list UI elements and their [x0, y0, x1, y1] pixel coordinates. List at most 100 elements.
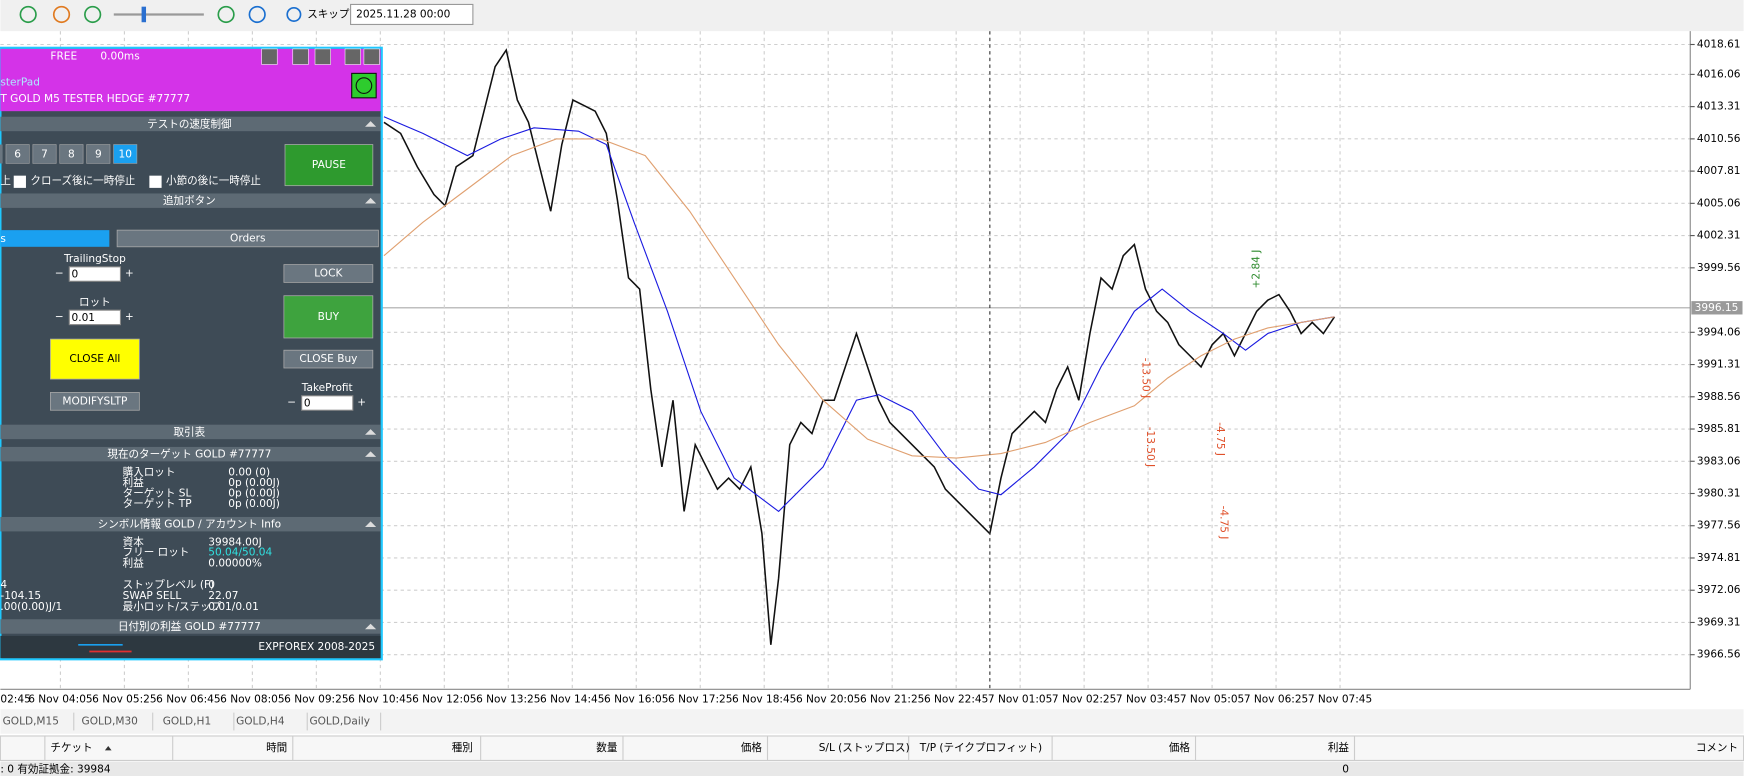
tab[interactable]: GOLD,M30	[82, 716, 139, 728]
column-header[interactable]: 数量	[596, 741, 618, 754]
tab[interactable]: GOLD,H1	[163, 716, 211, 728]
collapse-arrow[interactable]	[365, 121, 377, 127]
minus: −	[287, 396, 296, 408]
section-bar	[0, 446, 381, 462]
column-header[interactable]: S/L (ストップロス)	[819, 742, 910, 754]
button-label: LOCK	[314, 267, 343, 279]
column-header[interactable]: コメント	[1696, 742, 1738, 754]
header-button[interactable]	[344, 48, 361, 65]
label: 0.00 (0)	[228, 466, 270, 478]
column-header[interactable]: 価格	[741, 741, 763, 754]
tab[interactable]: GOLD,Daily	[309, 716, 370, 728]
sort-arrow	[104, 745, 112, 751]
y-tick-label: 4005.06	[1697, 197, 1741, 209]
label: 利益	[123, 557, 145, 570]
slider-thumb[interactable]	[141, 6, 147, 23]
button[interactable]	[283, 349, 374, 369]
button-label: CLOSE Buy	[299, 353, 357, 365]
tab[interactable]: GOLD,H4	[236, 716, 285, 728]
label: ストップレベル (F)	[123, 579, 214, 591]
x-tick-label: 6 Nov 13:25	[476, 693, 540, 705]
price-axis	[1690, 31, 1744, 710]
collapse-arrow[interactable]	[365, 197, 377, 204]
button[interactable]	[283, 264, 374, 283]
date-input[interactable]	[350, 3, 474, 26]
section-bar	[0, 193, 381, 208]
x-tick-label: 6 Nov 04:05	[28, 693, 92, 705]
header-button[interactable]	[314, 48, 331, 65]
column-header[interactable]: 時間	[266, 742, 287, 754]
status-text: : 0 有効証拠金: 39984	[0, 762, 110, 775]
x-tick-label: 6 Nov 17:25	[668, 693, 732, 705]
label: 0	[208, 579, 215, 591]
collapse-arrow[interactable]	[365, 429, 377, 435]
header-button[interactable]	[261, 48, 278, 65]
tab[interactable]: GOLD,M15	[3, 716, 59, 728]
header-button[interactable]	[363, 48, 380, 65]
speed-button[interactable]	[5, 144, 30, 164]
label: TrailingStop	[63, 253, 126, 265]
x-tick-label: 6 Nov 16:05	[604, 693, 668, 705]
toolbar-button[interactable]	[52, 5, 71, 24]
x-tick-label: 7 Nov 02:25	[1052, 693, 1116, 705]
toolbar-button[interactable]	[248, 5, 266, 24]
label: ロット	[79, 296, 111, 308]
button[interactable]	[116, 229, 379, 248]
tab[interactable]	[0, 230, 110, 247]
label: .00(0.00)J/1	[0, 601, 62, 613]
section-title: シンボル情報 GOLD / アカウント Info	[98, 518, 281, 531]
footer-text: EXPFOREX 2008-2025	[258, 641, 375, 653]
label: SWAP SELL	[123, 590, 182, 602]
toolbar-button[interactable]	[217, 5, 235, 24]
x-tick-label: 6 Nov 14:45	[540, 693, 604, 705]
checkbox[interactable]	[149, 175, 162, 188]
plus: +	[125, 311, 134, 323]
y-tick-label: 3983.06	[1697, 455, 1741, 467]
speed-button[interactable]	[86, 144, 111, 164]
section-title: 追加ボタン	[163, 194, 216, 207]
speed-button[interactable]	[113, 144, 138, 164]
y-tick-label: 3994.06	[1697, 326, 1741, 338]
column-header[interactable]: チケット	[50, 742, 92, 754]
column-header[interactable]: T/P (テイクプロフィット)	[919, 742, 1042, 754]
price-box	[1691, 301, 1743, 315]
collapse-arrow[interactable]	[365, 521, 377, 527]
x-tick-label: 6 Nov 05:25	[92, 693, 156, 705]
label: 22.07	[208, 590, 238, 602]
speed-button[interactable]	[59, 144, 84, 164]
column-header[interactable]: 種別	[452, 741, 473, 754]
label: 小節の後に一時停止	[166, 174, 261, 187]
button[interactable]	[50, 392, 140, 411]
header-button[interactable]	[292, 48, 309, 65]
button-label: PAUSE	[312, 159, 346, 171]
input[interactable]	[301, 395, 354, 411]
skip-icon[interactable]	[286, 6, 302, 22]
toolbar-button[interactable]	[19, 5, 37, 24]
column-header[interactable]: 価格	[1169, 741, 1191, 754]
price-line	[383, 48, 1336, 645]
input[interactable]	[68, 309, 122, 326]
speed-button[interactable]	[0, 144, 3, 164]
slow-ma	[383, 138, 1335, 459]
trade-panel: FREE 0.00ms sterPad T GOLD M5 TESTER HEDGE …	[0, 46, 383, 661]
x-tick-label: 7 Nov 05:05	[1180, 693, 1244, 705]
collapse-arrow[interactable]	[365, 623, 377, 630]
button[interactable]	[284, 144, 374, 187]
button[interactable]	[283, 295, 374, 339]
y-tick-label: 3980.31	[1697, 488, 1741, 500]
trade-annotation: -4.75 J	[1214, 422, 1226, 456]
column-header[interactable]: 利益	[1328, 741, 1350, 754]
label: s	[0, 233, 6, 245]
label: フリー ロット	[123, 547, 190, 559]
tab-bar	[0, 709, 1744, 734]
checkbox[interactable]	[13, 175, 26, 188]
y-tick-label: 4002.31	[1697, 230, 1741, 242]
button[interactable]	[50, 338, 140, 380]
speed-button[interactable]	[32, 144, 57, 164]
collapse-arrow[interactable]	[365, 451, 377, 457]
input[interactable]	[68, 266, 122, 282]
y-tick-label: 3969.31	[1697, 616, 1741, 628]
label: 0.00000%	[208, 558, 262, 570]
toolbar-button[interactable]	[84, 5, 102, 24]
x-tick-label: 6 Nov 20:05	[796, 693, 860, 705]
